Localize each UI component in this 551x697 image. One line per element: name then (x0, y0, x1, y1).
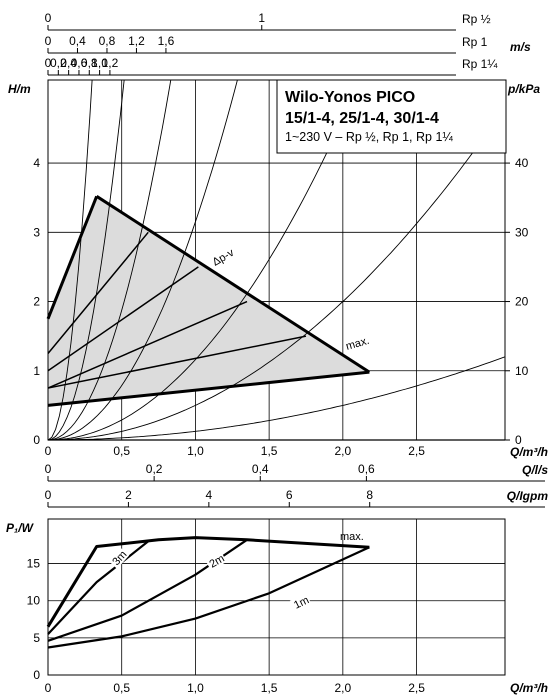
x-tick-label: 2,0 (334, 444, 351, 458)
power-x-tick-label: 2,0 (334, 681, 351, 695)
flow-unit-scales: 0 0,2 0,4 0,6 Q/l/s 0 2 4 6 8 Q/Igpm (45, 462, 549, 508)
y-tick-label: 2 (33, 295, 40, 309)
velocity-unit-label: Rp 1¼ (462, 57, 498, 71)
flow-unit-label: Q/Igpm (507, 489, 549, 503)
title-box: Wilo-Yonos PICO 15/1-4, 25/1-4, 30/1-4 1… (276, 79, 507, 154)
pump-curve-speed-6 (47, 335, 307, 389)
flow-tick-label: 4 (206, 488, 213, 502)
y2-tick-label: 0 (515, 433, 522, 447)
system-curve (48, 80, 238, 440)
max-label: max. (345, 335, 371, 353)
y2-tick-label: 10 (515, 364, 529, 378)
velocity-tick-label: 1,0 (91, 56, 108, 70)
velocity-tick-label: 0,2 (50, 56, 67, 70)
flow-tick-label: 0,6 (358, 462, 375, 476)
y2-tick-label: 30 (515, 225, 529, 239)
x-tick-label: 2,5 (408, 444, 425, 458)
pump-curve-speed-3 (47, 231, 149, 354)
velocity-tick-label: 0,8 (81, 56, 98, 70)
velocity-tick-label: 1,2 (128, 34, 145, 48)
power-x-tick-label: 1,0 (187, 681, 204, 695)
flow-unit-label: Q/l/s (522, 463, 548, 477)
flow-tick-label: 0,2 (146, 462, 163, 476)
label-2m-bg (205, 551, 227, 571)
y-tick-label: 0 (33, 433, 40, 447)
power-x-tick-label: 0,5 (113, 681, 130, 695)
label-1m-bg (289, 592, 312, 612)
top-scales: 0 1 Rp ½0 0,4 0,8 1,2 1,6 Rp 1 m/s00,20,40,60,81… (45, 11, 531, 76)
power-x-tick-label: 0 (45, 681, 52, 695)
power-frame (47, 518, 506, 676)
velocity-tick-label: 0,4 (60, 56, 77, 70)
power-x-axis-label: Q/m³/h (510, 681, 548, 695)
x-tick-label: 0,5 (113, 444, 130, 458)
flow-tick-label: 2 (125, 488, 132, 502)
dpv-label: Δp-v (211, 247, 237, 269)
chart-subtitle: 15/1-4, 25/1-4, 30/1-4 (285, 110, 439, 127)
x-axis-label: Q/m³/h (510, 445, 548, 459)
velocity-tick-label: 0,6 (71, 56, 88, 70)
y-tick-label: 1 (33, 364, 40, 378)
velocity-tick-label: 1,2 (102, 56, 119, 70)
y2-tick-label: 40 (515, 156, 529, 170)
flow-tick-label: 0 (45, 462, 52, 476)
power-curve-1m (47, 546, 370, 649)
pump-curve-speed-2 (46, 195, 99, 320)
x-tick-label: 0 (45, 444, 52, 458)
y2-tick-label: 20 (515, 295, 529, 309)
velocity-unit-label: Rp ½ (462, 12, 491, 26)
y-tick-label: 3 (33, 225, 40, 239)
y-tick-label: 4 (33, 156, 40, 170)
power-y-axis-label: P₁/W (6, 521, 35, 535)
system-curve (48, 80, 125, 440)
chart-title: Wilo-Yonos PICO (285, 89, 415, 106)
power-x-tick-label: 1,5 (261, 681, 278, 695)
power-x-tick-label: 2,5 (408, 681, 425, 695)
x-tick-label: 1,5 (261, 444, 278, 458)
system-curve (48, 107, 505, 440)
velocity-unit-label: Rp 1 (462, 35, 488, 49)
system-curve (48, 356, 505, 440)
velocity-tick-label: 0,8 (99, 34, 116, 48)
power-y-tick-label: 15 (27, 557, 41, 571)
operating-field (48, 196, 370, 406)
velocity-tick-label: 0,4 (69, 34, 86, 48)
power-curve-3m (47, 540, 149, 635)
power-y-tick-label: 10 (27, 594, 41, 608)
system-curve (48, 80, 172, 440)
velocity-group-label: m/s (510, 40, 531, 54)
velocity-tick-label: 0 (45, 34, 52, 48)
flow-tick-label: 8 (366, 488, 373, 502)
x-tick-label: 1,0 (187, 444, 204, 458)
y-axis-label: H/m (8, 82, 31, 96)
pump-curve-max (47, 370, 370, 407)
chart-subtitle-2: 1~230 V – Rp ½, Rp 1, Rp 1¼ (285, 130, 453, 144)
pump-curve-speed-5 (47, 300, 248, 389)
y2-axis-label: p/kPa (507, 82, 540, 96)
flow-tick-label: 0 (45, 488, 52, 502)
velocity-tick-label: 1 (258, 11, 265, 25)
pump-curve-pv (95, 195, 371, 374)
label-3m-bg (108, 547, 130, 569)
power-y-tick-label: 0 (33, 668, 40, 682)
flow-tick-label: 6 (286, 488, 293, 502)
velocity-tick-label: 1,6 (158, 34, 175, 48)
power-y-tick-label: 5 (33, 631, 40, 645)
system-curve (48, 80, 93, 440)
label-max: max. (340, 531, 364, 543)
velocity-tick-label: 0 (45, 11, 52, 25)
velocity-tick-label: 0 (45, 56, 52, 70)
power-curve-max (46, 536, 370, 628)
pump-curve-speed-4 (47, 266, 199, 372)
flow-tick-label: 0,4 (252, 462, 269, 476)
